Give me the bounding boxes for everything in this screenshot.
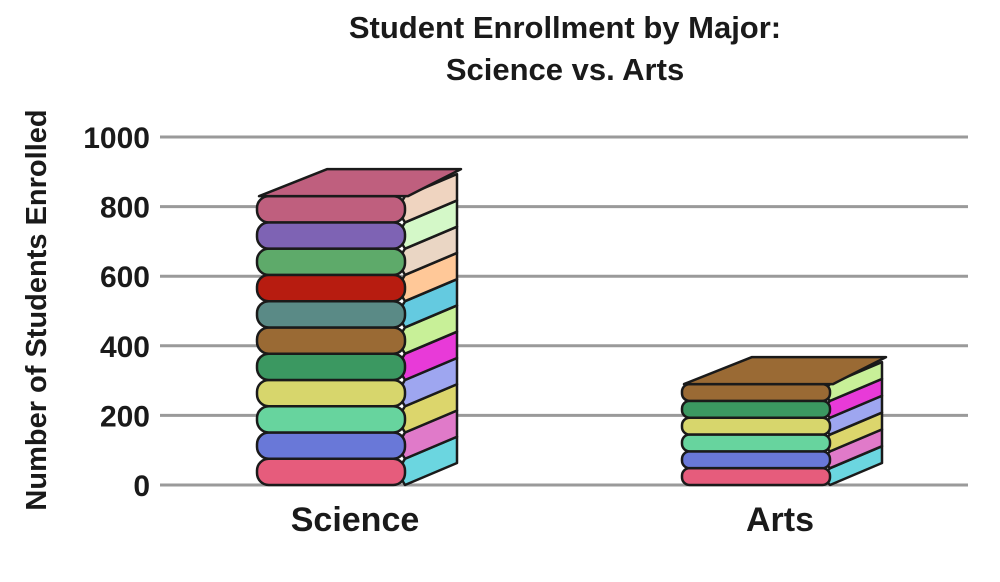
- x-tick-label: Arts: [746, 501, 814, 539]
- book-spine: [255, 352, 407, 382]
- chart-title-line-1: Student Enrollment by Major:: [349, 10, 781, 45]
- book: [255, 409, 459, 460]
- book: [255, 277, 459, 329]
- book-spine: [680, 433, 832, 453]
- y-tick-label: 800: [100, 192, 150, 225]
- book: [255, 251, 459, 303]
- book-spine: [680, 399, 832, 419]
- y-tick-label: 600: [100, 261, 150, 294]
- x-axis-ticks: Science Arts: [291, 501, 814, 539]
- y-tick-label: 0: [133, 470, 150, 503]
- y-axis-ticks: 0 200 400 600 800 1000: [83, 122, 150, 503]
- y-axis-title: Number of Students Enrolled: [21, 109, 53, 510]
- book-spine: [255, 273, 407, 303]
- book: [680, 377, 884, 419]
- y-tick-label: 1000: [83, 122, 150, 155]
- book-spine: [255, 221, 407, 250]
- book-spine: [680, 382, 832, 403]
- y-tick-label: 200: [100, 400, 150, 433]
- book: [680, 360, 884, 403]
- book: [255, 356, 459, 408]
- book-spine: [255, 457, 407, 487]
- book: [255, 382, 459, 434]
- book-spine: [255, 194, 407, 224]
- book-spine: [680, 466, 832, 487]
- book-cover: [682, 355, 888, 386]
- bar-science: [255, 167, 463, 487]
- book: [680, 394, 884, 436]
- chart-title-line-2: Science vs. Arts: [446, 52, 684, 87]
- y-tick-label: 400: [100, 331, 150, 364]
- book-spine: [255, 326, 407, 355]
- x-tick-label: Science: [291, 501, 420, 539]
- book-spine: [255, 378, 407, 408]
- book-spine: [255, 247, 407, 277]
- book: [680, 444, 884, 487]
- book-spine: [255, 299, 407, 329]
- bar-arts: [680, 355, 888, 487]
- book: [680, 428, 884, 470]
- book-spine: [255, 404, 407, 434]
- book: [255, 435, 459, 487]
- book-spine: [255, 431, 407, 460]
- book-cover: [257, 167, 463, 198]
- book-spine: [680, 416, 832, 436]
- book: [255, 172, 459, 224]
- bars: [255, 167, 888, 487]
- book-spine: [680, 450, 832, 470]
